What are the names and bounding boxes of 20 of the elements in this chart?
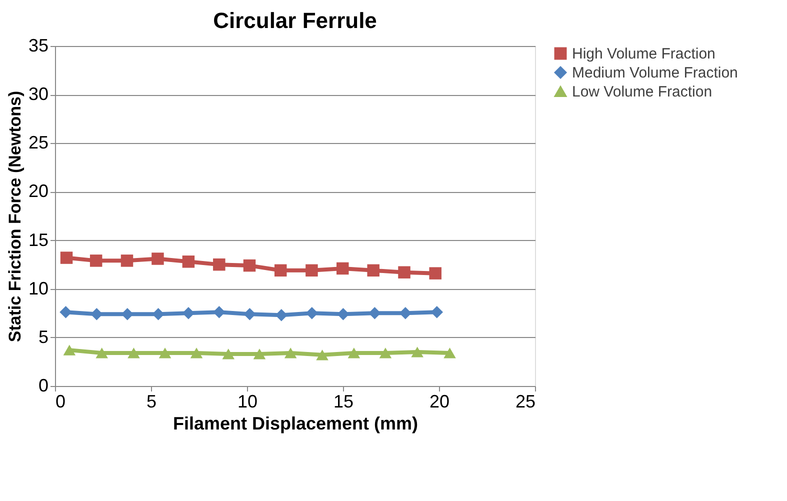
- x-tick-label: 5: [146, 392, 157, 412]
- y-tick-label: 0: [38, 376, 48, 396]
- legend-label: Medium Volume Fraction: [572, 64, 738, 82]
- y-tick-label: 15: [28, 230, 48, 250]
- y-tick-label: 30: [28, 84, 48, 104]
- chart-title: Circular Ferrule: [213, 8, 377, 33]
- x-axis-title: Filament Displacement (mm): [172, 414, 418, 434]
- y-tick-label: 5: [38, 326, 48, 347]
- y-tick-label: 25: [28, 132, 48, 153]
- y-tick-label: 35: [28, 36, 48, 56]
- y-tick-label: 20: [28, 181, 48, 202]
- x-tick-label: 10: [237, 392, 258, 412]
- y-tick-label: 10: [28, 278, 48, 298]
- x-tick-label: 25: [515, 392, 536, 412]
- x-tick-label: 20: [429, 392, 450, 412]
- x-tick-label: 15: [333, 392, 354, 412]
- legend-label: Low Volume Fraction: [572, 84, 712, 100]
- y-axis-title: Static Friction Force (Newtons): [5, 90, 24, 342]
- legend-label: High Volume Fraction: [572, 46, 716, 62]
- x-tick-label: 0: [56, 392, 66, 412]
